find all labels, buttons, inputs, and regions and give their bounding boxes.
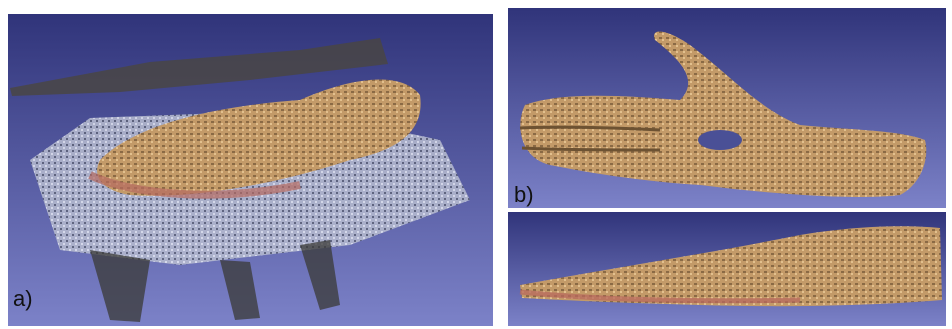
point-cloud xyxy=(698,130,742,150)
panel-b: b) xyxy=(508,8,946,208)
panel-label: b) xyxy=(514,182,534,207)
panel-label: a) xyxy=(13,286,33,311)
page: a) b) (() => { const data = JSON.parse(d… xyxy=(0,0,952,329)
panel-b-side xyxy=(508,212,946,326)
panel-a: a) xyxy=(8,14,493,326)
figure: a) b) xyxy=(0,0,952,329)
